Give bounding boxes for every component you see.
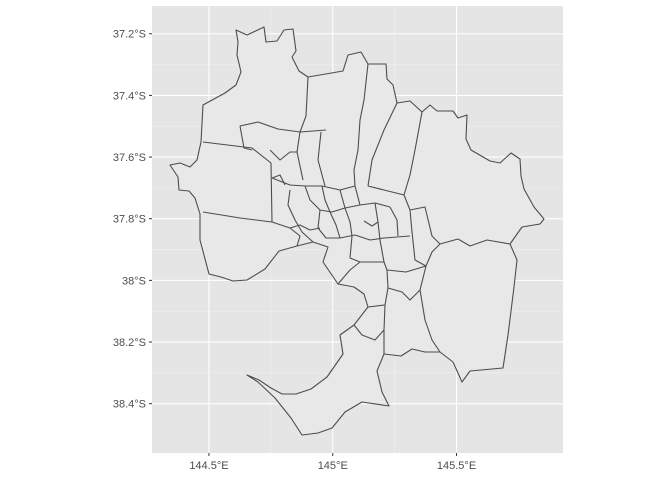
boundary-line bbox=[389, 206, 399, 237]
boundary-line bbox=[317, 209, 411, 241]
boundary-line bbox=[269, 149, 297, 161]
metro-outline bbox=[169, 26, 545, 436]
x-tick-label: 144.5°E bbox=[189, 460, 228, 472]
y-tick-label: 37.4°S bbox=[113, 90, 146, 102]
y-tick-label: 37.8°S bbox=[113, 214, 146, 226]
boundary-line bbox=[363, 220, 379, 227]
x-axis: 144.5°E 145°E 145.5°E bbox=[189, 453, 476, 472]
boundary-line bbox=[239, 121, 327, 133]
y-axis: 37.2°S 37.4°S 37.6°S 37.8°S 38°S 38.2°S 38.4°S bbox=[113, 29, 152, 411]
boundary-line bbox=[289, 227, 301, 247]
boundary-line bbox=[367, 102, 398, 187]
boundary-line bbox=[339, 189, 353, 237]
boundary-line bbox=[337, 261, 361, 285]
boundary-line bbox=[317, 131, 326, 187]
y-tick-label: 38.4°S bbox=[113, 399, 146, 411]
boundary-line bbox=[353, 324, 385, 341]
boundary-line bbox=[353, 63, 369, 187]
boundary-line bbox=[367, 185, 413, 233]
y-tick-label: 37.6°S bbox=[113, 152, 146, 164]
boundary-line bbox=[304, 185, 391, 213]
boundary-line bbox=[419, 265, 441, 353]
lga-boundaries bbox=[169, 26, 545, 436]
boundary-line bbox=[387, 287, 421, 301]
y-tick-label: 38°S bbox=[122, 275, 146, 287]
boundary-line bbox=[287, 189, 314, 243]
x-tick-label: 145.5°E bbox=[437, 460, 476, 472]
boundary-line bbox=[271, 174, 286, 186]
boundary-line bbox=[202, 141, 273, 223]
boundary-line bbox=[321, 185, 331, 213]
boundary-line bbox=[271, 177, 356, 191]
boundary-line bbox=[409, 206, 511, 247]
boundary-line bbox=[354, 185, 361, 206]
boundary-line bbox=[329, 211, 341, 239]
boundary-line bbox=[202, 211, 291, 229]
y-tick-label: 37.2°S bbox=[113, 29, 146, 41]
boundary-line bbox=[367, 269, 389, 308]
boundary-line bbox=[349, 235, 384, 263]
boundary-line bbox=[239, 125, 253, 151]
boundary-line bbox=[403, 111, 423, 196]
y-tick-label: 38.2°S bbox=[113, 337, 146, 349]
x-tick-label: 145°E bbox=[318, 460, 348, 472]
boundary-line bbox=[289, 224, 321, 231]
